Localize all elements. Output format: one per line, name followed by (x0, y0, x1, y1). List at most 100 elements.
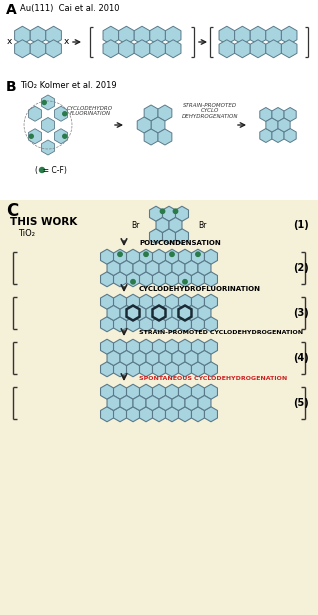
Polygon shape (219, 40, 235, 58)
Text: Br: Br (198, 221, 206, 229)
Circle shape (173, 209, 178, 213)
Polygon shape (169, 218, 182, 232)
Polygon shape (153, 339, 165, 354)
Polygon shape (176, 229, 189, 244)
Polygon shape (114, 272, 127, 287)
Polygon shape (191, 384, 204, 399)
Text: (1): (1) (293, 220, 309, 230)
Text: POLYCONDENSATION: POLYCONDENSATION (139, 240, 221, 246)
Polygon shape (172, 351, 185, 365)
Polygon shape (127, 317, 140, 331)
Polygon shape (146, 395, 159, 410)
Polygon shape (165, 362, 178, 377)
Polygon shape (198, 306, 211, 320)
Polygon shape (100, 317, 114, 331)
Polygon shape (42, 95, 54, 110)
Polygon shape (266, 26, 281, 44)
Text: x: x (7, 38, 12, 47)
Text: C: C (6, 202, 18, 220)
Polygon shape (204, 407, 218, 422)
Polygon shape (42, 117, 54, 132)
Polygon shape (165, 317, 178, 331)
Polygon shape (114, 407, 127, 422)
Polygon shape (119, 40, 134, 58)
Polygon shape (165, 40, 181, 58)
Polygon shape (165, 407, 178, 422)
Polygon shape (15, 40, 30, 58)
Polygon shape (204, 384, 218, 399)
Polygon shape (198, 351, 211, 365)
Polygon shape (198, 261, 211, 276)
Polygon shape (284, 108, 296, 122)
Text: (2): (2) (293, 263, 309, 273)
Text: B: B (6, 80, 17, 94)
Polygon shape (278, 118, 290, 132)
Polygon shape (127, 407, 140, 422)
Polygon shape (140, 272, 153, 287)
Polygon shape (146, 261, 159, 276)
Polygon shape (54, 129, 67, 144)
Polygon shape (281, 40, 297, 58)
Text: A: A (6, 3, 17, 17)
Polygon shape (120, 261, 133, 276)
Polygon shape (144, 129, 158, 145)
Polygon shape (103, 40, 119, 58)
Polygon shape (159, 306, 172, 320)
Polygon shape (165, 294, 178, 309)
Polygon shape (204, 294, 218, 309)
Polygon shape (185, 395, 198, 410)
Text: SPONTANEOUS CYCLODEHYDROGENATION: SPONTANEOUS CYCLODEHYDROGENATION (139, 376, 287, 381)
Polygon shape (178, 384, 191, 399)
Polygon shape (149, 206, 162, 221)
Polygon shape (107, 395, 120, 410)
Polygon shape (134, 40, 150, 58)
Text: x: x (64, 38, 69, 47)
Polygon shape (100, 362, 114, 377)
Polygon shape (114, 294, 127, 309)
Circle shape (39, 167, 45, 172)
Circle shape (29, 134, 33, 138)
Polygon shape (191, 249, 204, 264)
Polygon shape (42, 140, 54, 155)
Polygon shape (127, 272, 140, 287)
Polygon shape (153, 249, 165, 264)
Polygon shape (191, 339, 204, 354)
Polygon shape (204, 339, 218, 354)
Polygon shape (114, 384, 127, 399)
Polygon shape (165, 272, 178, 287)
Text: TiO₂ Kolmer et al. 2019: TiO₂ Kolmer et al. 2019 (20, 81, 117, 90)
Polygon shape (191, 362, 204, 377)
Polygon shape (114, 317, 127, 331)
Polygon shape (178, 249, 191, 264)
Text: STRAIN-PROMOTED CYCLODEHYDROGENATION: STRAIN-PROMOTED CYCLODEHYDROGENATION (139, 330, 303, 336)
Polygon shape (29, 129, 42, 144)
Polygon shape (150, 40, 165, 58)
Polygon shape (153, 306, 165, 320)
Polygon shape (178, 272, 191, 287)
Polygon shape (178, 306, 191, 320)
Polygon shape (153, 294, 165, 309)
Polygon shape (133, 261, 146, 276)
Polygon shape (144, 105, 158, 121)
Polygon shape (30, 40, 46, 58)
Polygon shape (235, 26, 250, 44)
Polygon shape (140, 339, 153, 354)
Circle shape (63, 134, 67, 138)
Polygon shape (162, 229, 176, 244)
Polygon shape (133, 351, 146, 365)
Polygon shape (107, 351, 120, 365)
Polygon shape (204, 362, 218, 377)
Polygon shape (172, 306, 185, 320)
Polygon shape (137, 117, 151, 133)
Polygon shape (185, 261, 198, 276)
Polygon shape (176, 206, 189, 221)
Polygon shape (178, 362, 191, 377)
Polygon shape (134, 26, 150, 44)
Polygon shape (114, 362, 127, 377)
Polygon shape (191, 272, 204, 287)
Polygon shape (30, 26, 46, 44)
Polygon shape (127, 362, 140, 377)
Polygon shape (140, 384, 153, 399)
Text: (4): (4) (293, 353, 309, 363)
Text: (  = C-F): ( = C-F) (35, 165, 67, 175)
